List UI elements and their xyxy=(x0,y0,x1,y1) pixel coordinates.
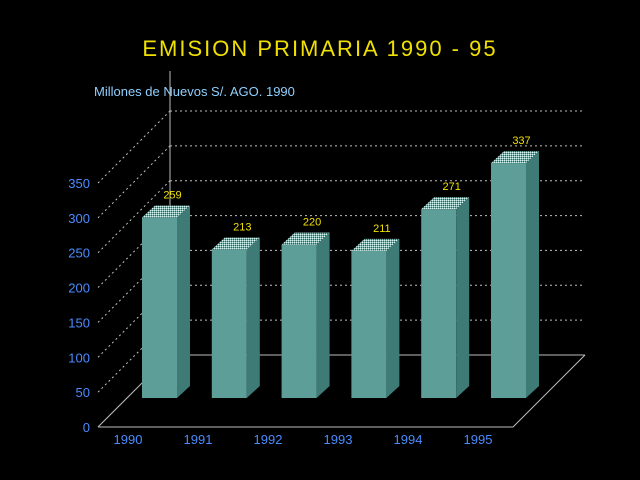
grid-line-diagonal xyxy=(97,215,171,288)
bar-top xyxy=(421,197,470,210)
x-tick-label: 1993 xyxy=(324,432,353,447)
bars xyxy=(142,151,539,398)
x-tick-label: 1995 xyxy=(464,432,493,447)
bar-top xyxy=(142,205,190,218)
data-label: 211 xyxy=(373,223,391,235)
y-tick-label: 100 xyxy=(68,350,90,365)
y-tick-label: 350 xyxy=(68,176,90,191)
x-tick-label: 1992 xyxy=(254,432,283,447)
bar-top xyxy=(491,151,539,164)
bar-side xyxy=(177,205,190,398)
bar xyxy=(281,232,330,398)
bar-side xyxy=(526,151,539,398)
bar-side xyxy=(316,232,330,398)
data-label: 259 xyxy=(163,189,181,201)
bar-front xyxy=(142,217,177,398)
chart-subtitle: Millones de Nuevos S/. AGO. 1990 xyxy=(94,84,295,99)
grid-line-diagonal xyxy=(97,180,171,254)
bar-side xyxy=(246,237,260,398)
data-label: 213 xyxy=(233,222,251,234)
y-tick-label: 150 xyxy=(68,315,90,330)
y-tick-label: 300 xyxy=(68,211,90,226)
bar-front xyxy=(281,244,317,398)
grid-line-diagonal xyxy=(97,250,171,323)
bar-top xyxy=(281,232,330,245)
grid-line-diagonal xyxy=(97,145,171,219)
data-labels: 259 213 220 211 271 337 xyxy=(163,135,530,235)
x-tick-label: 1994 xyxy=(394,432,423,447)
data-label: 271 xyxy=(443,181,461,193)
bar xyxy=(421,197,470,398)
x-tick-label: 1990 xyxy=(114,432,143,447)
grid-line-diagonal xyxy=(97,319,171,393)
bar-top xyxy=(351,238,400,251)
bar xyxy=(491,151,539,398)
y-axis-ticks: 0 50 100 150 200 250 300 350 xyxy=(68,176,90,435)
grid-line-diagonal xyxy=(97,284,171,358)
bar xyxy=(211,237,260,398)
chart-title: EMISION PRIMARIA 1990 - 95 xyxy=(142,36,498,61)
bar-side xyxy=(456,197,470,398)
bar-front xyxy=(211,249,247,398)
floor-edge xyxy=(98,354,586,428)
x-tick-label: 1991 xyxy=(184,432,213,447)
y-tick-label: 0 xyxy=(83,420,90,435)
y-tick-label: 50 xyxy=(76,385,90,400)
grid-line-diagonal xyxy=(97,110,171,184)
data-label: 337 xyxy=(512,135,530,147)
bar-front xyxy=(351,250,387,398)
bar xyxy=(351,238,400,398)
bar-side xyxy=(386,238,400,398)
bar-top xyxy=(211,237,260,250)
bar xyxy=(142,205,190,398)
x-axis-ticks: 1990 1991 1992 1993 1994 1995 xyxy=(114,432,493,447)
y-tick-label: 200 xyxy=(68,281,90,296)
bar-front xyxy=(421,209,457,398)
y-tick-label: 250 xyxy=(68,246,90,261)
data-label: 220 xyxy=(303,217,321,229)
bar-front xyxy=(491,163,526,398)
